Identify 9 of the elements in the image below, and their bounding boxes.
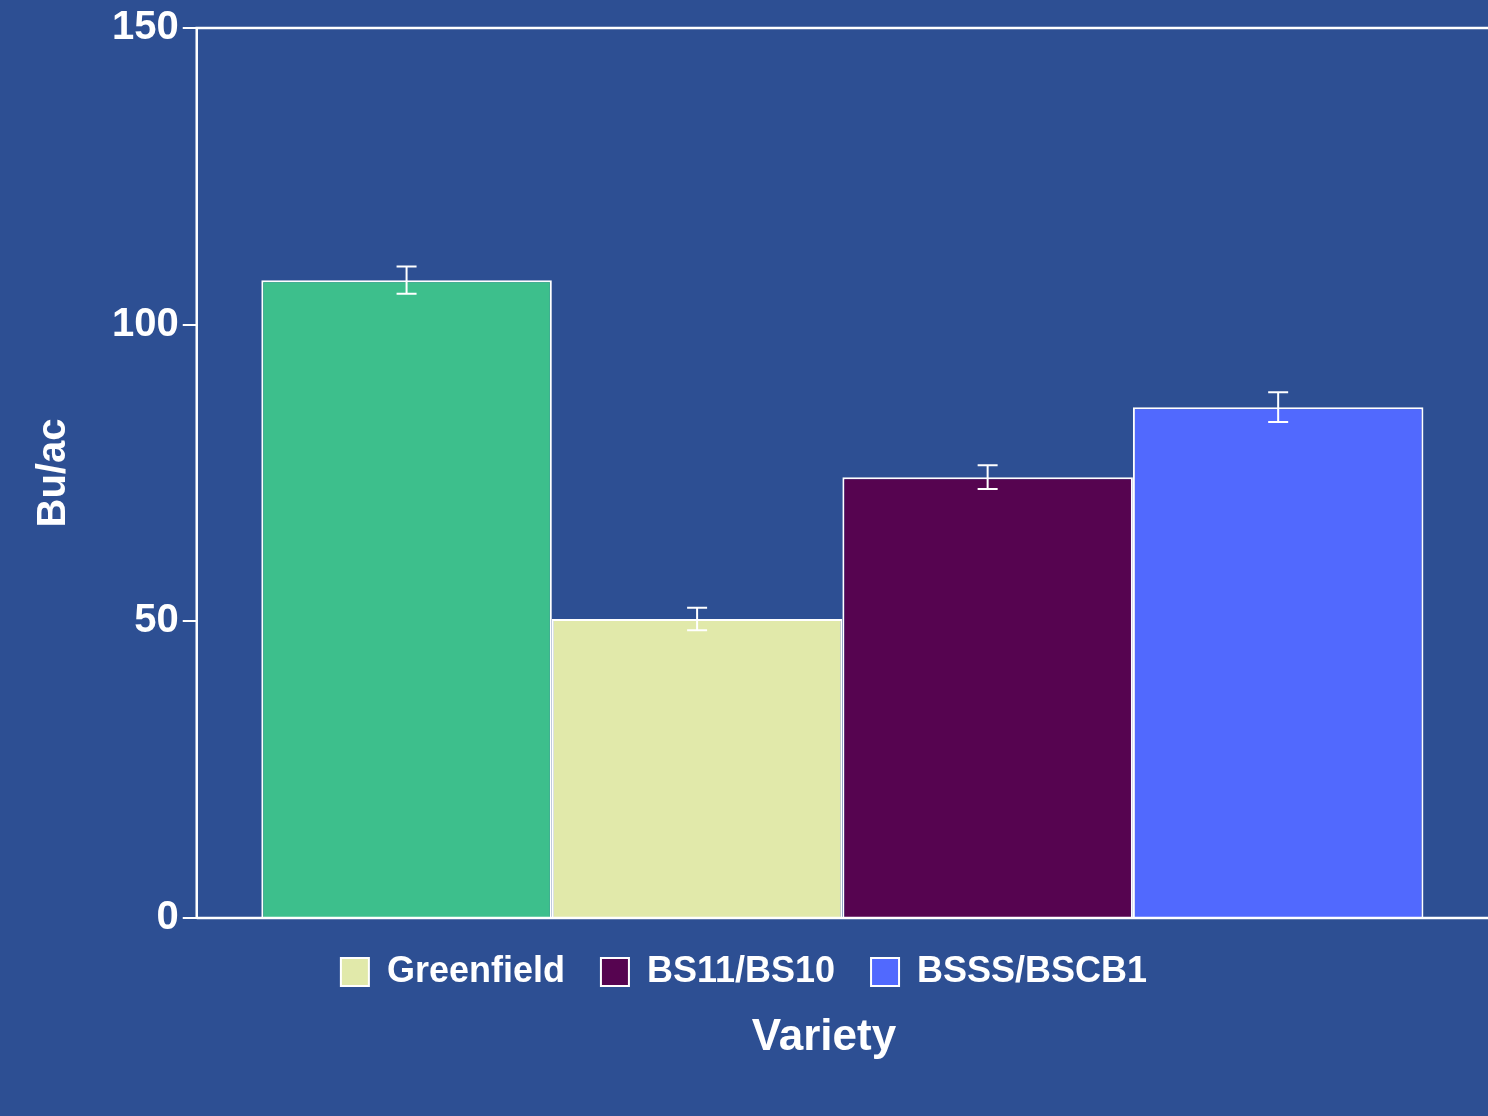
legend-label: Greenfield: [386, 948, 565, 990]
legend-label: BSSS/BSCB1: [917, 948, 1148, 990]
y-tick-label: 150: [111, 3, 179, 48]
legend-label: BS11/BS10: [646, 948, 836, 990]
y-tick-label: 0: [156, 893, 179, 938]
y-axis-title: Bu/ac: [29, 418, 74, 528]
y-tick-label: 50: [134, 596, 179, 641]
y-tick-label: 100: [111, 299, 179, 344]
x-axis-title: Variety: [750, 1010, 898, 1060]
